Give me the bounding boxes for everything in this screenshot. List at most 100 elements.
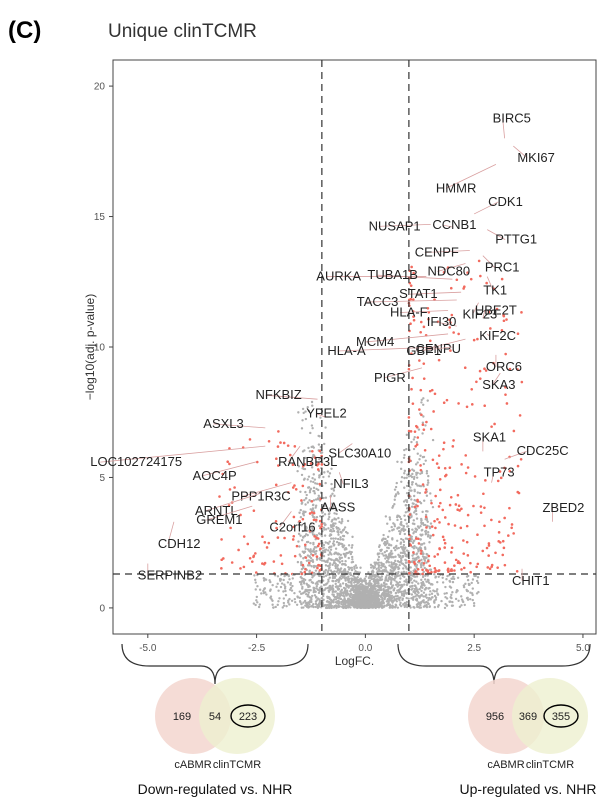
gene-label: CDC25C xyxy=(517,443,569,458)
point-ns xyxy=(408,489,411,492)
gene-label-leader xyxy=(445,164,497,189)
point-ns xyxy=(359,566,362,569)
point-sig xyxy=(493,422,496,426)
point-ns xyxy=(333,517,336,520)
point-sig xyxy=(411,376,414,380)
point-ns xyxy=(361,606,364,609)
point-ns xyxy=(371,599,374,602)
point-ns xyxy=(302,577,305,581)
point-sig xyxy=(427,317,430,321)
point-ns xyxy=(402,543,406,547)
point-ns xyxy=(305,497,308,500)
point-ns xyxy=(400,480,403,484)
point-sig xyxy=(310,499,314,503)
point-ns xyxy=(280,582,284,585)
point-ns xyxy=(315,546,318,549)
point-ns xyxy=(398,596,401,599)
point-ns xyxy=(394,493,398,496)
y-tick-label: 0 xyxy=(99,603,105,614)
point-ns xyxy=(364,575,368,578)
point-sig xyxy=(497,531,501,534)
point-ns xyxy=(307,409,311,413)
scatter-points xyxy=(218,259,524,610)
point-ns xyxy=(425,580,428,583)
point-ns xyxy=(386,555,390,558)
point-ns xyxy=(405,605,409,609)
point-sig xyxy=(419,388,423,392)
point-ns xyxy=(434,598,438,601)
point-ns xyxy=(332,504,335,507)
point-sig xyxy=(453,564,456,567)
point-sig xyxy=(438,521,441,524)
point-ns xyxy=(364,579,367,582)
point-sig xyxy=(492,361,495,365)
point-ns xyxy=(421,575,425,579)
point-ns xyxy=(420,584,423,588)
point-sig xyxy=(483,404,486,408)
point-ns xyxy=(380,588,383,592)
gene-label-leader xyxy=(204,492,262,512)
point-ns xyxy=(422,462,426,466)
point-ns xyxy=(422,499,426,502)
point-ns xyxy=(422,542,426,545)
point-ns xyxy=(347,575,350,578)
point-ns xyxy=(410,560,414,563)
point-ns xyxy=(399,590,403,594)
point-ns xyxy=(322,559,326,562)
point-ns xyxy=(339,577,343,580)
point-ns xyxy=(417,550,420,553)
point-ns xyxy=(401,546,405,549)
point-ns xyxy=(456,576,460,579)
gene-label: UBE2T xyxy=(475,302,517,317)
point-ns xyxy=(362,587,365,590)
point-ns xyxy=(276,603,279,607)
point-sig xyxy=(293,554,297,558)
point-sig xyxy=(409,322,412,326)
point-ns xyxy=(335,557,338,561)
point-ns xyxy=(440,599,443,603)
point-ns xyxy=(394,559,397,563)
point-ns xyxy=(444,602,447,606)
point-ns xyxy=(336,567,340,570)
point-ns xyxy=(301,467,304,470)
gene-label: SKA3 xyxy=(482,377,515,392)
point-ns xyxy=(390,597,394,600)
point-ns xyxy=(399,577,402,580)
point-ns xyxy=(432,589,435,592)
point-ns xyxy=(426,574,429,577)
point-ns xyxy=(344,579,347,582)
point-sig xyxy=(416,537,420,541)
point-sig xyxy=(424,488,428,491)
point-sig xyxy=(242,535,246,538)
point-sig xyxy=(449,349,452,352)
point-sig xyxy=(501,553,505,557)
point-ns xyxy=(387,603,391,607)
point-ns xyxy=(327,580,330,583)
point-ns xyxy=(282,604,286,607)
point-ns xyxy=(401,554,405,558)
point-ns xyxy=(314,498,318,501)
point-ns xyxy=(329,537,333,540)
point-ns xyxy=(306,406,309,409)
point-ns xyxy=(332,570,335,574)
point-ns xyxy=(307,446,310,450)
point-ns xyxy=(416,471,419,475)
point-ns xyxy=(311,605,314,608)
point-ns xyxy=(322,475,325,479)
point-ns xyxy=(393,578,396,581)
gene-label-leader xyxy=(287,445,301,463)
point-sig xyxy=(516,332,520,336)
point-ns xyxy=(376,578,380,582)
point-ns xyxy=(378,606,381,609)
point-ns xyxy=(282,601,286,605)
point-ns xyxy=(318,524,321,528)
point-ns xyxy=(449,595,452,599)
point-ns xyxy=(476,581,480,585)
point-ns xyxy=(431,505,435,509)
point-ns xyxy=(301,587,304,590)
gene-label-leader xyxy=(206,505,253,521)
point-ns xyxy=(405,583,409,587)
point-ns xyxy=(332,594,335,598)
point-sig xyxy=(218,495,221,498)
point-ns xyxy=(331,563,334,567)
